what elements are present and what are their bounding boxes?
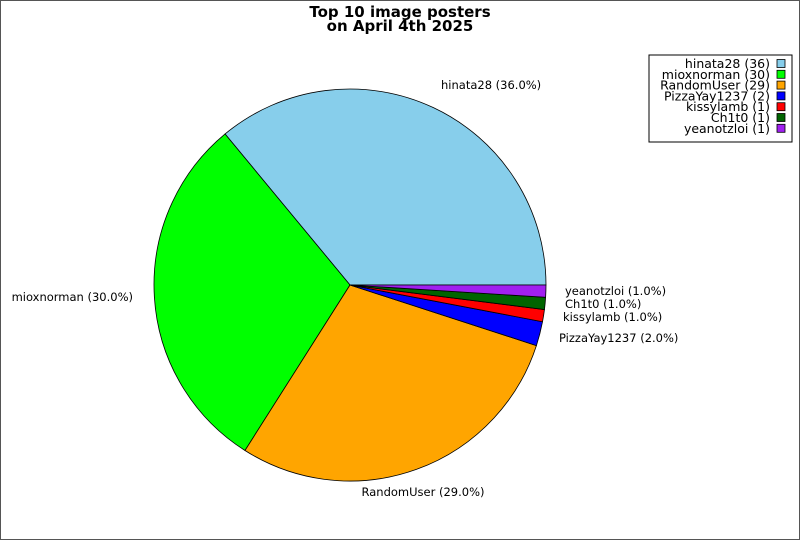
- legend-label-mioxnorman: mioxnorman (30): [662, 67, 770, 82]
- legend-label-yeanotzloi: yeanotzloi (1): [684, 121, 770, 136]
- legend-swatch-kissylamb: [776, 102, 786, 112]
- legend-swatch-randomuser: [776, 80, 786, 90]
- legend-swatch-hinata28: [776, 59, 786, 68]
- pie-slice-mioxnorman: [153, 133, 351, 452]
- slice-labels: hinata28 (36.0%) mioxnorman (30.0%) Random…: [12, 78, 679, 499]
- legend-swatch-mioxnorman: [776, 69, 786, 79]
- slice-label-kissylamb: kissylamb (1.0%): [563, 310, 662, 324]
- slice-label-ch1t0: Ch1t0 (1.0%): [565, 297, 641, 311]
- pie-slice-randomuser: [244, 284, 537, 482]
- pie-slices: [153, 88, 547, 482]
- legend-swatch-yeanotzloi: [776, 123, 786, 133]
- legend-box: [648, 54, 793, 143]
- slice-label-pizzayay1237: PizzaYay1237 (2.0%): [559, 331, 678, 345]
- slice-label-randomuser: RandomUser (29.0%): [362, 485, 485, 499]
- slice-label-yeanotzloi: yeanotzloi (1.0%): [565, 284, 666, 298]
- pie-slice-hinata28: [224, 88, 547, 286]
- slice-label-mioxnorman: mioxnorman (30.0%): [12, 290, 133, 304]
- slice-label-hinata28: hinata28 (36.0%): [441, 78, 541, 92]
- legend: hinata28 (36)mioxnorman (30)RandomUser (…: [648, 54, 793, 143]
- legend-label-hinata28: hinata28 (36): [685, 56, 770, 71]
- chart-subtitle: on April 4th 2025: [327, 17, 474, 35]
- legend-label-kissylamb: kissylamb (1): [686, 99, 770, 114]
- legend-swatch-ch1t0: [776, 113, 786, 122]
- pie-slice-yeanotzloi: [349, 284, 547, 298]
- legend-label-randomuser: RandomUser (29): [660, 78, 770, 93]
- legend-label-pizzayay1237: PizzaYay1237 (2): [664, 88, 770, 103]
- legend-swatch-pizzayay1237: [776, 91, 786, 101]
- chart-title: Top 10 image posters: [309, 3, 490, 21]
- legend-label-ch1t0: Ch1t0 (1): [711, 110, 770, 125]
